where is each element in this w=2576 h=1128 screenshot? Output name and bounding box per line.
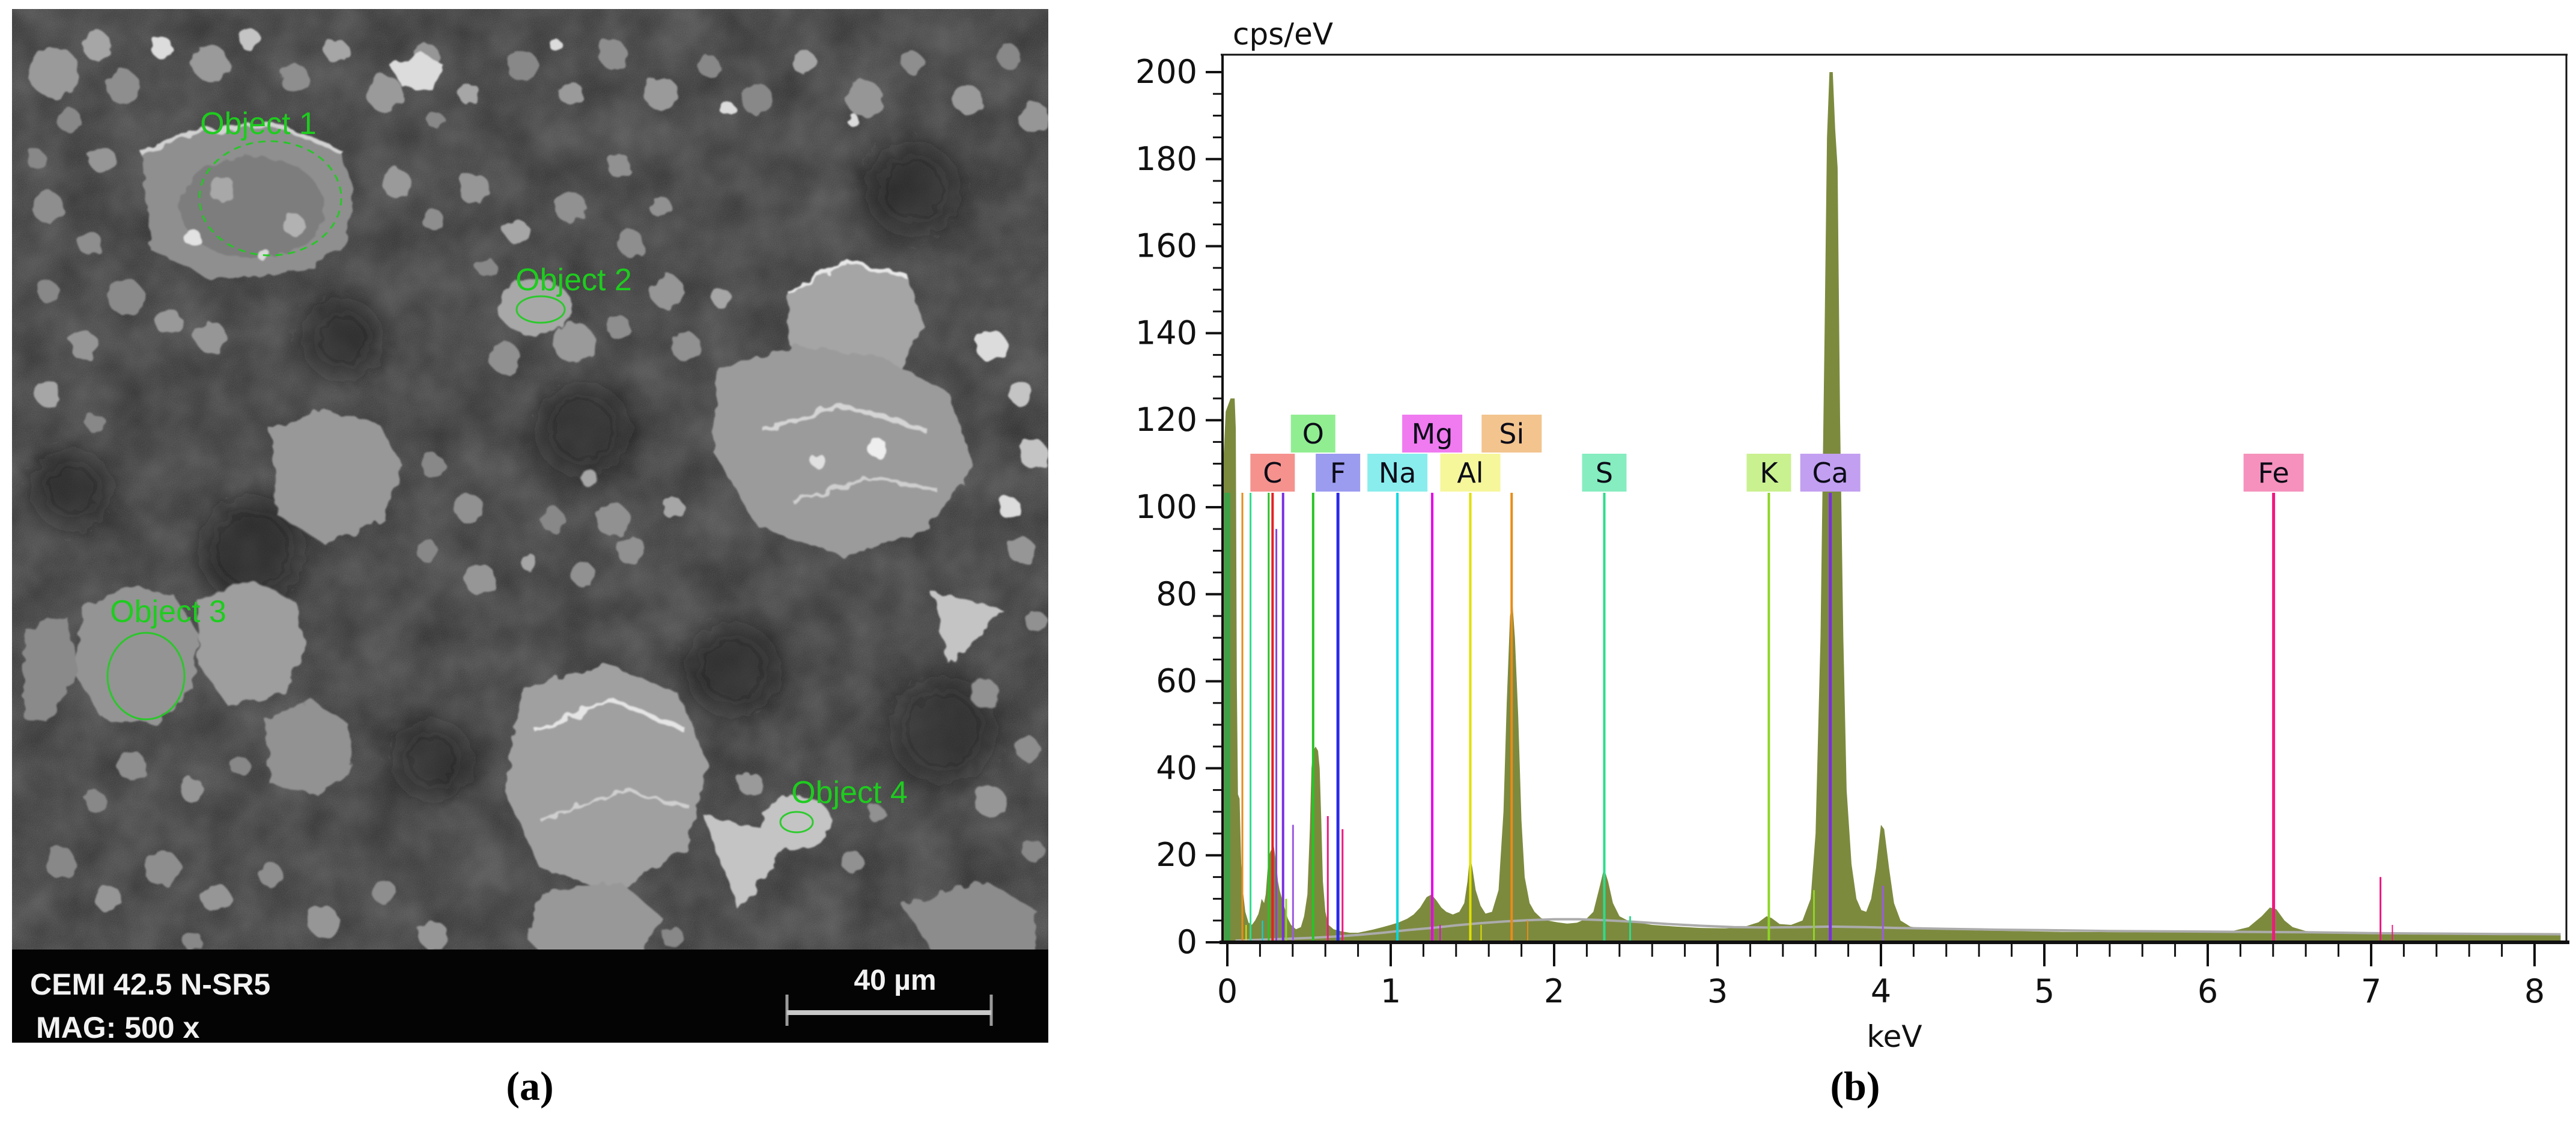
element-symbol-Ca: Ca [1812, 457, 1848, 489]
caption-b: (b) [1830, 1063, 1880, 1109]
y-tick-label: 40 [1156, 749, 1197, 787]
object-annotation-label: Object 4 [791, 775, 908, 810]
element-symbol-Si: Si [1499, 418, 1524, 450]
element-box-Fe [2243, 454, 2304, 492]
element-box-K [1746, 454, 1791, 492]
sem-info-bar: CEMI 42.5 N-SR5 MAG: 500 x 40 µm [12, 950, 1048, 1043]
sem-grain-right [715, 259, 973, 556]
x-tick-label: 2 [1544, 972, 1564, 1010]
element-box-Mg [1402, 415, 1463, 453]
x-tick-label: 6 [2198, 972, 2218, 1010]
spectrum-area [1223, 72, 2561, 942]
y-tick-label: 200 [1135, 53, 1197, 91]
y-tick-label: 0 [1177, 923, 1197, 961]
x-tick-label: 5 [2034, 972, 2055, 1010]
element-box-C [1250, 454, 1295, 492]
sem-grain-object1 [108, 121, 354, 335]
element-box-O [1290, 415, 1335, 453]
element-box-Ca [1800, 454, 1861, 492]
element-symbol-F: F [1330, 457, 1346, 489]
element-symbol-C: C [1263, 457, 1282, 489]
object-annotation-label: Object 1 [200, 106, 317, 141]
chart-title: cps/eV [1233, 17, 1333, 52]
sem-magnification-label: MAG: 500 x [36, 1011, 200, 1043]
element-symbol-Na: Na [1379, 457, 1417, 489]
object-marker-ellipse [106, 632, 186, 721]
x-tick-label: 7 [2361, 972, 2381, 1010]
x-tick-label: 4 [1871, 972, 1891, 1010]
y-tick-label: 80 [1156, 575, 1197, 613]
y-tick-label: 20 [1156, 836, 1197, 874]
x-tick-label: 3 [1707, 972, 1728, 1010]
x-tick-label: 0 [1217, 972, 1238, 1010]
sem-grain-bottom [264, 664, 1036, 977]
sem-sample-label: CEMI 42.5 N-SR5 [30, 968, 270, 1001]
element-symbol-Al: Al [1457, 457, 1483, 489]
sem-image: Object 1 Object 2 Object 3 Object 4 CEMI 42… [12, 9, 1048, 1043]
y-tick-label: 160 [1135, 227, 1197, 265]
element-box-F [1316, 454, 1361, 492]
object-marker-ellipse [515, 295, 566, 324]
object-annotation-label: Object 2 [515, 263, 632, 297]
element-symbol-O: O [1302, 418, 1324, 450]
element-box-Si [1481, 415, 1542, 453]
element-symbol-S: S [1596, 457, 1613, 489]
object-marker-ellipse [198, 140, 342, 257]
x-tick-label: 8 [2524, 972, 2545, 1010]
x-axis-label: keV [1867, 1019, 1922, 1054]
y-tick-label: 60 [1156, 662, 1197, 700]
y-tick-label: 100 [1135, 488, 1197, 526]
object-annotation-label: Object 3 [110, 594, 226, 629]
element-box-Na [1367, 454, 1428, 492]
y-tick-label: 180 [1135, 140, 1197, 178]
y-tick-label: 120 [1135, 401, 1197, 439]
sem-scalebar-label: 40 µm [854, 965, 936, 996]
y-tick-label: 140 [1135, 314, 1197, 352]
object-marker-ellipse [779, 811, 814, 834]
sem-grain-object3 [24, 580, 306, 724]
sem-particles [24, 28, 1048, 977]
element-box-Al [1440, 454, 1501, 492]
sem-annotations: Object 1 Object 2 Object 3 Object 4 [106, 106, 908, 834]
sem-scalebar [785, 995, 993, 1026]
element-symbol-Mg: Mg [1412, 418, 1453, 450]
background-line [1235, 918, 2561, 942]
element-symbol-K: K [1760, 457, 1779, 489]
element-symbol-Fe: Fe [2258, 457, 2289, 489]
element-box-S [1582, 454, 1627, 492]
caption-a: (a) [506, 1063, 554, 1109]
x-tick-label: 1 [1381, 972, 1401, 1010]
